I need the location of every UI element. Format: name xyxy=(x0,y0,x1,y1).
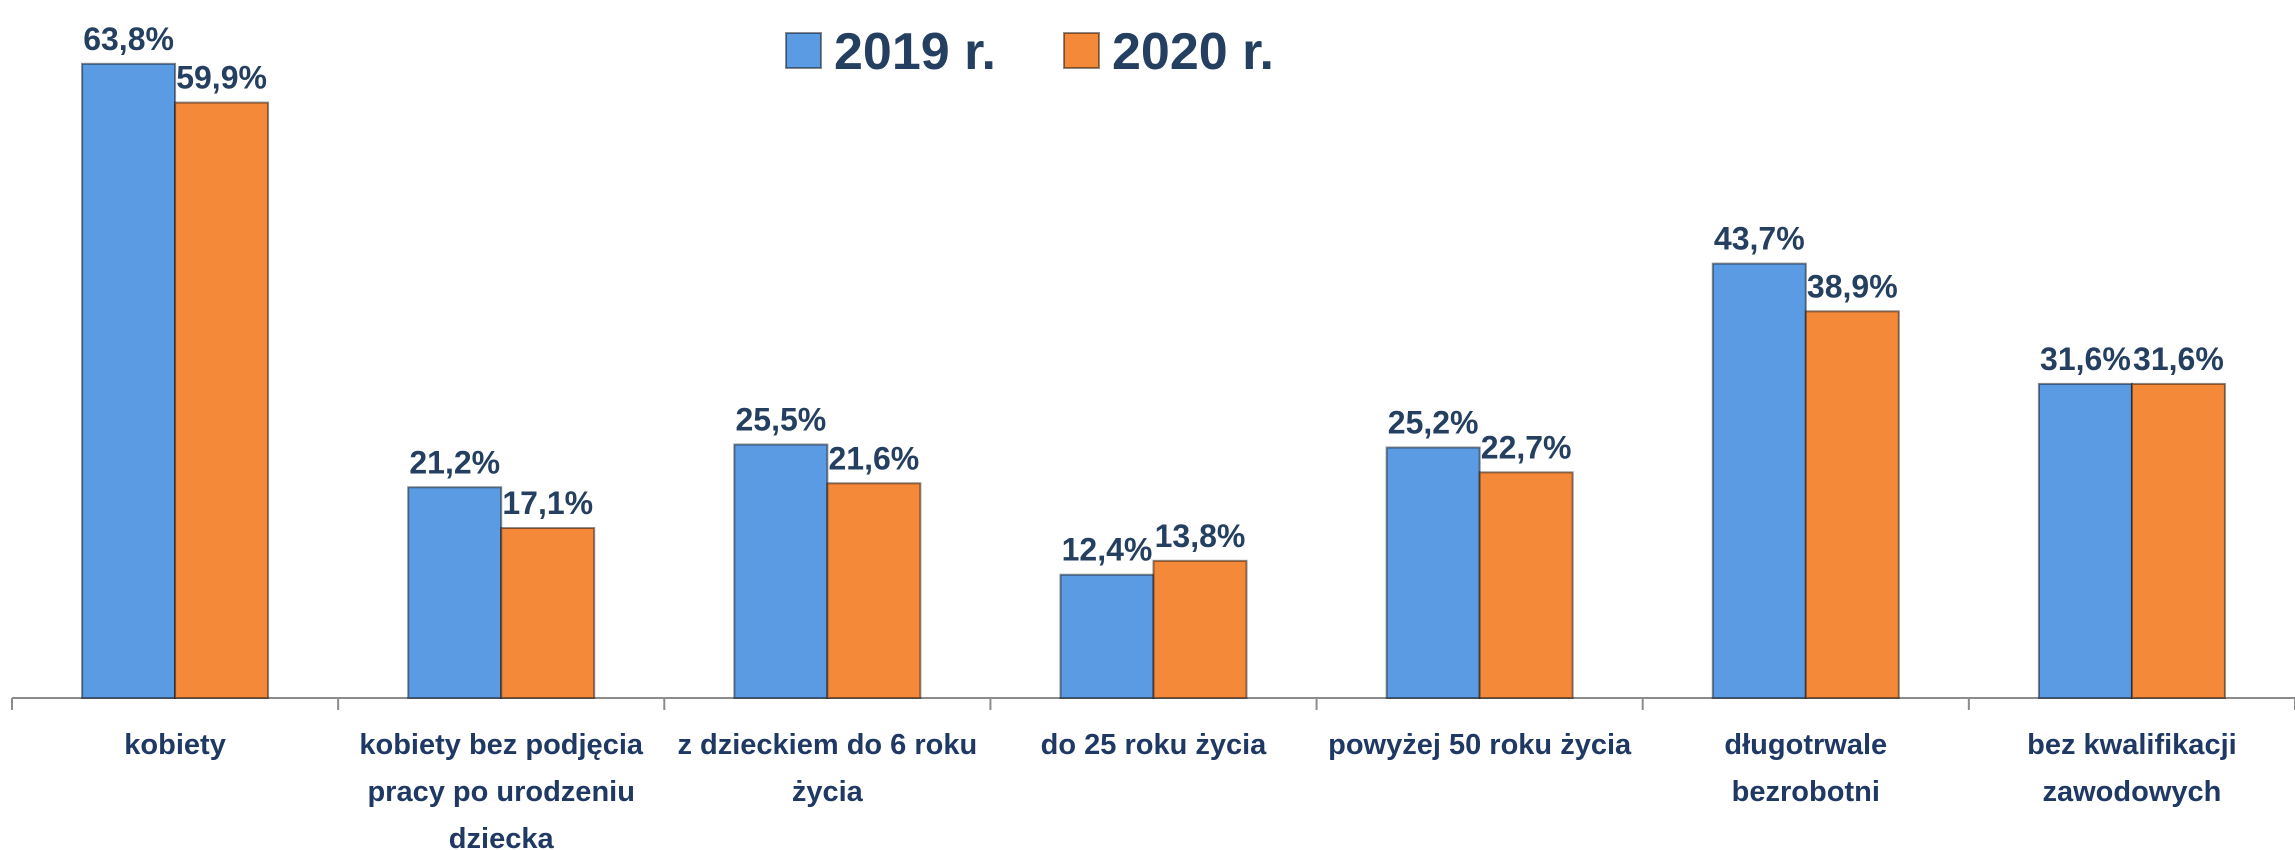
bar xyxy=(407,486,503,699)
value-label: 25,5% xyxy=(735,402,826,438)
value-label: 59,9% xyxy=(176,60,267,96)
x-tick-label: bez kwalifikacji zawodowych xyxy=(2027,729,2237,808)
value-label: 31,6% xyxy=(2040,341,2131,377)
value-label: 63,8% xyxy=(83,21,174,57)
bar xyxy=(500,527,596,699)
legend-label: 2019 r. xyxy=(834,23,996,81)
value-label: 31,6% xyxy=(2133,341,2224,377)
x-tick-label: kobiety bez podjęcia pracy po urodzeniu … xyxy=(359,729,644,850)
bar xyxy=(1478,471,1574,699)
x-tick-label: kobiety xyxy=(124,729,226,761)
bar xyxy=(2037,382,2133,699)
value-label: 38,9% xyxy=(1807,268,1898,304)
value-label: 43,7% xyxy=(1714,221,1805,257)
bar xyxy=(826,482,922,699)
value-label: 13,8% xyxy=(1155,518,1246,554)
bar xyxy=(1711,262,1807,699)
value-label: 22,7% xyxy=(1481,429,1572,465)
x-tick-label: długotrwale bezrobotni xyxy=(1724,729,1888,808)
bar xyxy=(733,443,829,699)
x-tick-label: do 25 roku życia xyxy=(1040,729,1267,761)
legend-label: 2020 r. xyxy=(1112,23,1274,81)
x-tick-label: z dzieckiem do 6 roku życia xyxy=(677,729,978,808)
bar xyxy=(1385,446,1481,699)
value-label: 12,4% xyxy=(1062,532,1153,568)
bar xyxy=(81,62,177,699)
x-tick-label: powyżej 50 roku życia xyxy=(1328,729,1632,761)
legend-swatch xyxy=(1063,32,1100,69)
value-label: 21,2% xyxy=(409,444,500,480)
bar xyxy=(1804,310,1900,699)
legend-swatch xyxy=(785,32,822,69)
bar xyxy=(2130,382,2226,699)
bar xyxy=(1059,573,1155,700)
value-label: 25,2% xyxy=(1388,405,1479,441)
value-label: 21,6% xyxy=(828,440,919,476)
value-label: 17,1% xyxy=(502,485,593,521)
bar xyxy=(174,101,270,700)
bar xyxy=(1152,559,1248,699)
